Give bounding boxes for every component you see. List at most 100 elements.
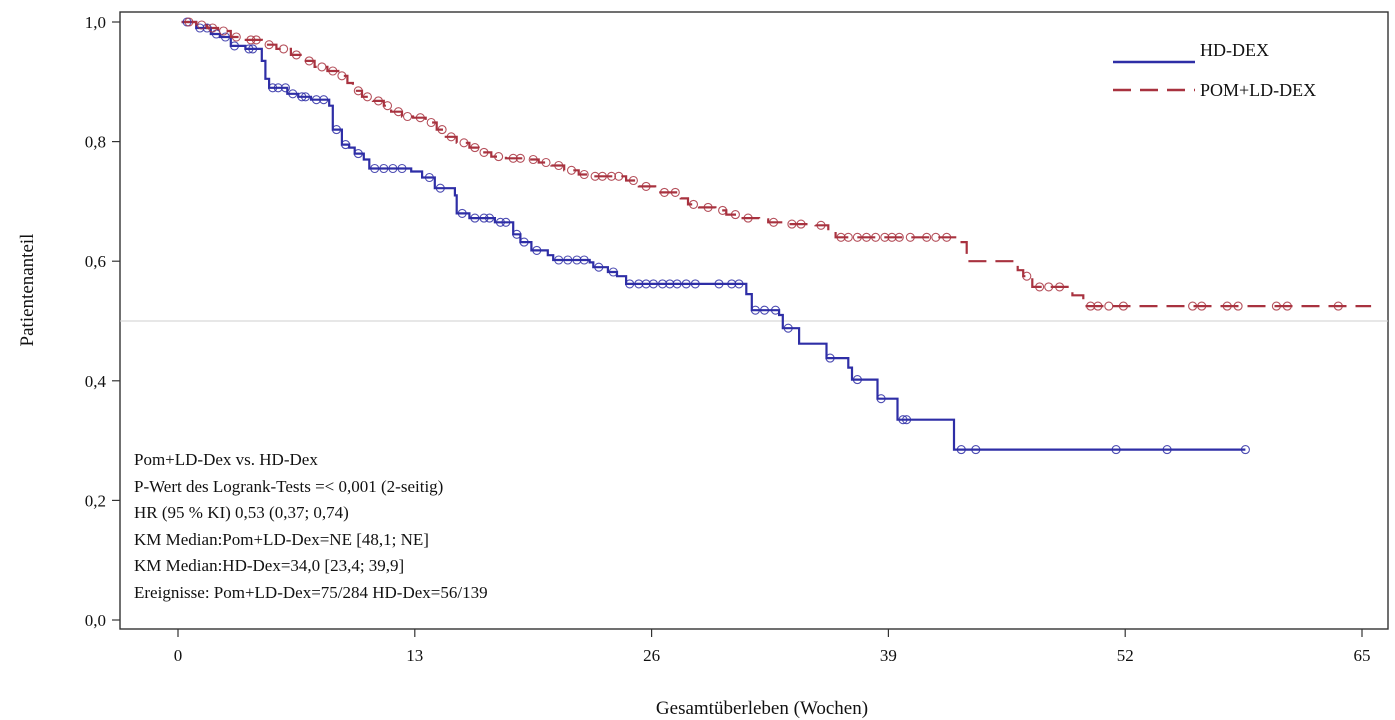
censor-mark-pom-ld-dex <box>628 175 638 186</box>
censor-mark-pom-ld-dex <box>836 232 846 242</box>
censor-mark-hd-dex <box>495 217 505 227</box>
censor-mark-hd-dex <box>297 92 307 102</box>
censor-mark-pom-ld-dex <box>566 165 577 175</box>
censor-mark-pom-ld-dex <box>670 187 680 197</box>
censor-mark-pom-ld-dex <box>816 220 826 230</box>
censor-mark-pom-ld-dex <box>606 171 617 181</box>
censor-mark-hd-dex <box>572 255 582 265</box>
censor-mark-pom-ld-dex <box>541 157 551 168</box>
censor-mark-hd-dex <box>1240 445 1250 455</box>
censor-mark-pom-ld-dex <box>291 50 301 60</box>
censor-mark-pom-ld-dex <box>894 232 904 242</box>
censor-mark-pom-ld-dex <box>579 169 589 180</box>
censor-mark-pom-ld-dex <box>796 219 806 229</box>
censor-mark-pom-ld-dex <box>787 219 797 229</box>
censor-mark-pom-ld-dex <box>852 232 862 242</box>
x-tick-label: 26 <box>643 646 660 665</box>
censor-marks-layer <box>182 17 1343 455</box>
legend-label-hd-dex: HD-DEX <box>1200 40 1269 60</box>
censor-mark-hd-dex <box>311 95 321 105</box>
censor-mark-pom-ld-dex <box>1282 301 1292 311</box>
censor-mark-hd-dex <box>244 44 254 54</box>
censor-mark-pom-ld-dex <box>184 17 194 27</box>
censor-mark-pom-ld-dex <box>861 232 872 242</box>
censor-mark-hd-dex <box>379 163 389 174</box>
censor-mark-hd-dex <box>665 279 675 289</box>
censor-mark-pom-ld-dex <box>264 40 274 50</box>
censor-mark-hd-dex <box>876 394 886 404</box>
censor-mark-pom-ld-dex <box>1188 301 1198 311</box>
censor-mark-pom-ld-dex <box>426 117 436 128</box>
censor-mark-pom-ld-dex <box>1104 301 1114 311</box>
censor-mark-hd-dex <box>898 415 908 425</box>
censor-mark-hd-dex <box>341 140 351 150</box>
censor-mark-hd-dex <box>563 255 573 265</box>
censor-mark-pom-ld-dex <box>871 232 881 242</box>
censor-mark-pom-ld-dex <box>1118 301 1128 311</box>
censor-mark-hd-dex <box>319 95 329 105</box>
censor-mark-pom-ld-dex <box>688 199 699 209</box>
censor-mark-pom-ld-dex <box>703 202 713 212</box>
censor-mark-pom-ld-dex <box>942 232 952 242</box>
legend: HD-DEX POM+LD-DEX <box>1113 40 1316 100</box>
censor-mark-hd-dex <box>353 149 363 159</box>
censor-mark-hd-dex <box>1111 445 1121 455</box>
censor-mark-hd-dex <box>288 89 298 99</box>
censor-mark-pom-ld-dex <box>494 152 504 162</box>
censor-mark-pom-ld-dex <box>415 113 425 123</box>
censor-mark-hd-dex <box>202 23 212 33</box>
censor-mark-pom-ld-dex <box>922 232 932 242</box>
censor-mark-pom-ld-dex <box>208 23 218 33</box>
censor-mark-hd-dex <box>470 213 480 223</box>
censor-mark-hd-dex <box>300 92 311 102</box>
x-tick-label: 0 <box>174 646 183 665</box>
censor-mark-hd-dex <box>512 229 522 239</box>
censor-mark-pom-ld-dex <box>1197 301 1207 311</box>
series-line-hd-dex <box>181 20 1246 451</box>
censor-mark-pom-ld-dex <box>1022 271 1032 281</box>
censor-mark-hd-dex <box>554 255 564 265</box>
censor-mark-hd-dex <box>501 217 511 227</box>
censor-mark-pom-ld-dex <box>880 232 890 242</box>
censor-mark-pom-ld-dex <box>470 143 480 153</box>
censor-mark-hd-dex <box>280 83 291 93</box>
censor-mark-hd-dex <box>484 213 495 223</box>
censor-mark-hd-dex <box>370 163 380 174</box>
censor-mark-pom-ld-dex <box>769 217 779 227</box>
censor-mark-hd-dex <box>734 279 744 289</box>
censor-mark-pom-ld-dex <box>479 147 489 157</box>
censor-mark-hd-dex <box>750 305 760 315</box>
annotation-line: Ereignisse: Pom+LD-Dex=75/284 HD-Dex=56/… <box>134 583 488 602</box>
censor-mark-hd-dex <box>825 353 835 363</box>
censor-mark-pom-ld-dex <box>515 153 525 163</box>
censor-mark-pom-ld-dex <box>641 181 651 191</box>
censor-mark-pom-ld-dex <box>1222 301 1232 311</box>
legend-label-pom-ld-dex: POM+LD-DEX <box>1200 80 1316 100</box>
censor-mark-hd-dex <box>331 125 342 135</box>
censor-mark-pom-ld-dex <box>905 232 915 242</box>
censor-mark-pom-ld-dex <box>528 154 538 165</box>
annotation-line: P-Wert des Logrank-Tests =< 0,001 (2-sei… <box>134 477 443 496</box>
censor-mark-pom-ld-dex <box>337 71 347 81</box>
censor-mark-pom-ld-dex <box>353 86 363 96</box>
censor-mark-hd-dex <box>681 279 691 289</box>
annotation-line: Pom+LD-Dex vs. HD-Dex <box>134 450 318 469</box>
censor-mark-hd-dex <box>397 163 407 174</box>
censor-mark-hd-dex <box>727 279 737 289</box>
censor-mark-pom-ld-dex <box>1233 301 1243 311</box>
censor-mark-pom-ld-dex <box>218 26 229 36</box>
x-tick-label: 65 <box>1354 646 1371 665</box>
censor-mark-pom-ld-dex <box>246 35 256 45</box>
x-tick-label: 52 <box>1117 646 1134 665</box>
censor-mark-hd-dex <box>268 83 278 93</box>
y-tick-label: 0,4 <box>85 372 107 391</box>
censor-mark-pom-ld-dex <box>231 32 241 42</box>
censor-mark-pom-ld-dex <box>718 205 728 215</box>
censor-mark-hd-dex <box>971 445 981 455</box>
censor-mark-hd-dex <box>634 279 644 289</box>
censor-mark-hd-dex <box>424 172 434 183</box>
y-tick-label: 1,0 <box>85 13 106 32</box>
censor-mark-pom-ld-dex <box>328 66 338 76</box>
censor-mark-hd-dex <box>759 305 770 315</box>
